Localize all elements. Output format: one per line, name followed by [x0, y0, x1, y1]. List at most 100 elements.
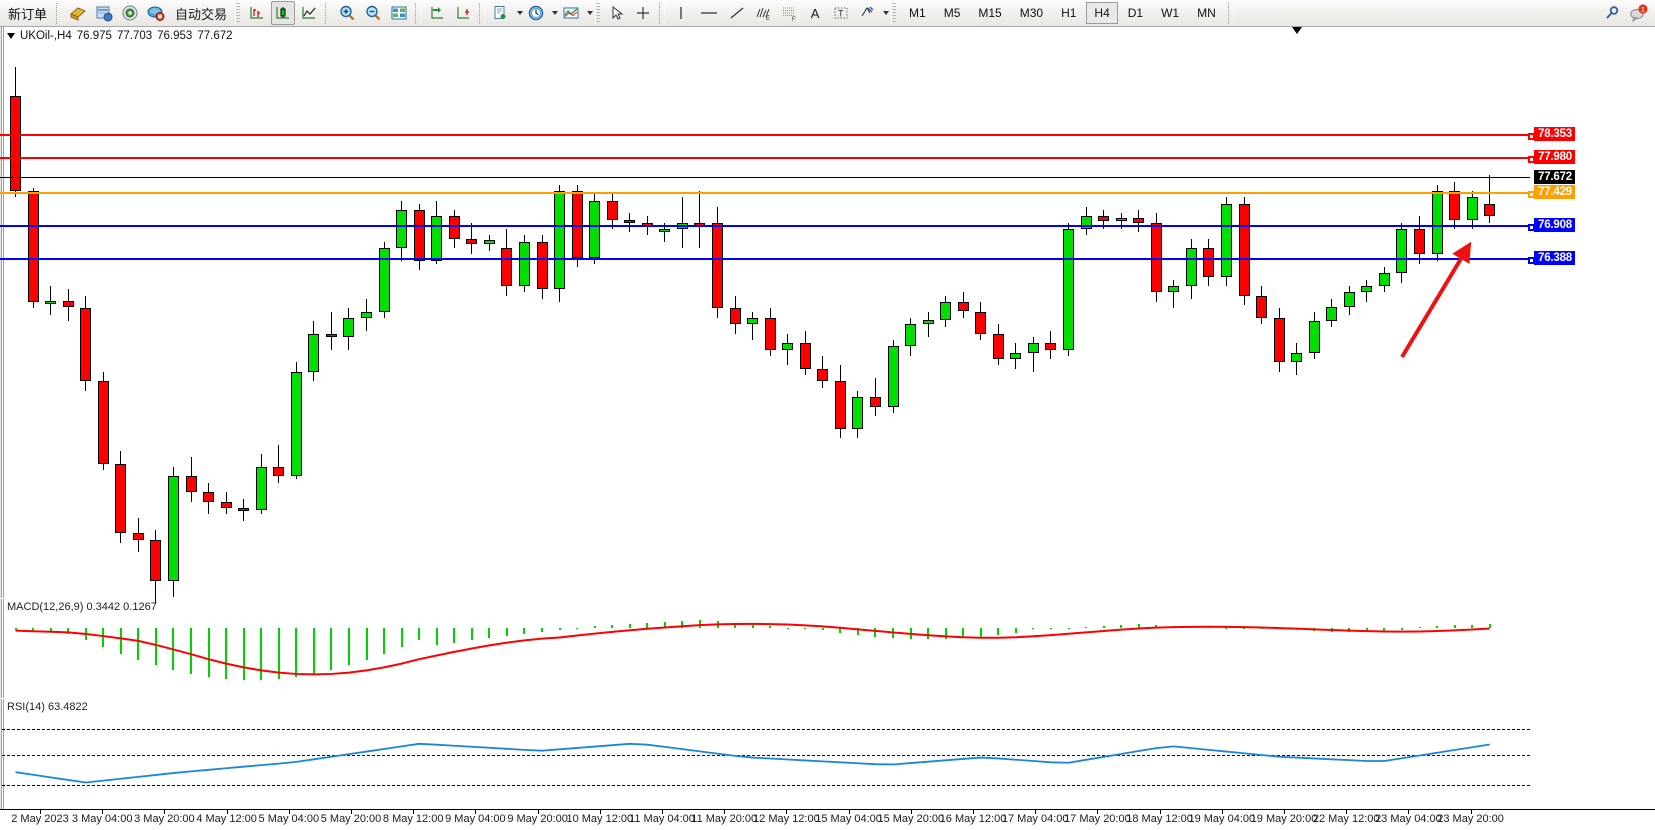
timeframe-m1[interactable]: M1: [909, 6, 926, 20]
candle-body-bullish: [1063, 229, 1074, 350]
timeframe-m15[interactable]: M15: [978, 6, 1002, 20]
candlestick: [1045, 27, 1057, 598]
shift-end-icon[interactable]: [425, 1, 449, 25]
candle-body-bearish: [325, 333, 337, 337]
auto-scroll-icon[interactable]: [451, 1, 475, 25]
timeframe-m5[interactable]: M5: [943, 6, 961, 20]
time-axis[interactable]: 2 May 2023 3 May 04:00 3 May 20:00 4 May 12…: [0, 809, 1655, 830]
candle-body-bearish: [694, 222, 706, 226]
add-indicator-icon[interactable]: [489, 1, 513, 25]
crosshair-icon[interactable]: [631, 1, 655, 25]
macd-histogram-bar: [628, 624, 631, 629]
period-icon[interactable]: [524, 1, 548, 25]
candle-body-bullish: [483, 239, 495, 244]
chevron-down-icon[interactable]: [587, 11, 594, 15]
candle-wick: [787, 333, 789, 366]
toolbar-grip[interactable]: [891, 2, 897, 24]
fibonacci-icon[interactable]: F: [777, 1, 801, 25]
tile-windows-icon[interactable]: [387, 1, 411, 25]
svg-text:E: E: [766, 16, 770, 22]
resistance-line-2-price-label: 77.980: [1534, 150, 1575, 165]
resistance-line-1[interactable]: [0, 132, 1535, 140]
time-tick-label: 3 May 20:00: [134, 813, 195, 825]
toolbar-grip[interactable]: [595, 2, 601, 24]
zoom-out-icon[interactable]: [361, 1, 385, 25]
auto-trading-button[interactable]: 自动交易: [170, 1, 232, 25]
cursor-icon[interactable]: [605, 1, 629, 25]
candlestick: [238, 27, 250, 598]
timeframe-w1[interactable]: W1: [1161, 6, 1180, 20]
chevron-down-icon[interactable]: [552, 11, 559, 15]
timeframe-d1[interactable]: D1: [1127, 6, 1144, 20]
macd-histogram-bar: [663, 622, 666, 629]
toolbar-grip[interactable]: [235, 2, 241, 24]
candlestick: [1063, 27, 1074, 598]
vertical-line-icon[interactable]: [669, 1, 693, 25]
candlestick: [940, 27, 952, 598]
trendline-icon[interactable]: [725, 1, 749, 25]
macd-histogram-bar: [1400, 628, 1403, 631]
horizontal-line-icon[interactable]: [695, 1, 723, 25]
target-line[interactable]: [0, 191, 1535, 199]
time-tick-mark: [413, 810, 415, 814]
line-chart-icon[interactable]: [297, 1, 321, 25]
candlestick: [1098, 27, 1110, 598]
pane-resize-rail[interactable]: [0, 27, 4, 598]
candlestick: [1220, 27, 1232, 598]
candle-body-bearish: [536, 241, 548, 290]
candle-body-bearish: [1449, 191, 1461, 220]
alerts-icon[interactable]: 1: [1626, 1, 1652, 25]
macd-histogram-bar: [119, 628, 122, 654]
terminal-icon[interactable]: [66, 1, 90, 25]
candlestick: [27, 27, 39, 598]
time-tick-mark: [910, 810, 912, 814]
expert-advisor-stop-icon[interactable]: [144, 1, 168, 25]
time-tick-label: 23 May 04:00: [1375, 813, 1442, 825]
pane-resize-rail[interactable]: [0, 599, 4, 698]
candlestick: [1027, 27, 1039, 598]
timeframe-h4[interactable]: H4: [1086, 2, 1118, 24]
time-tick-label: 15 May 20:00: [877, 813, 945, 825]
candlestick: [1449, 27, 1461, 598]
candlestick: [220, 27, 232, 598]
time-tick-label: 5 May 04:00: [258, 813, 320, 825]
macd-signal-line: [15, 622, 1490, 676]
chart-canvas[interactable]: UKOil-,H4 76.975 77.703 76.953 77.672 79…: [0, 27, 1655, 830]
resistance-line-2[interactable]: [0, 156, 1535, 164]
metaeditor-icon[interactable]: [92, 1, 116, 25]
timeframe-mn[interactable]: MN: [1197, 6, 1216, 20]
text-label-icon[interactable]: T: [829, 1, 853, 25]
chevron-down-icon[interactable]: [517, 11, 524, 15]
timeframe-m30[interactable]: M30: [1019, 6, 1044, 20]
search-icon[interactable]: [1600, 1, 1624, 25]
chevron-down-icon[interactable]: [883, 11, 890, 15]
candlestick-chart-icon[interactable]: [271, 1, 296, 25]
support-line-2[interactable]: [0, 257, 1535, 265]
macd-histogram-bar: [505, 628, 508, 637]
candle-body-bearish: [501, 248, 513, 287]
candle-wick: [278, 444, 280, 483]
candle-body-bullish: [659, 229, 671, 233]
elliott-wave-icon[interactable]: E: [751, 1, 775, 25]
time-tick-mark: [1221, 810, 1223, 814]
templates-icon[interactable]: [559, 1, 583, 25]
macd-histogram-bar: [1225, 627, 1228, 629]
toolbar-separator: [325, 2, 332, 24]
scroll-position-marker[interactable]: [1292, 27, 1302, 34]
timeframe-h1[interactable]: H1: [1061, 6, 1077, 20]
pane-resize-rail[interactable]: [0, 699, 4, 809]
collapse-triangle-icon[interactable]: [7, 33, 15, 39]
objects-icon[interactable]: [855, 1, 879, 25]
macd-histogram-bar: [1085, 626, 1088, 629]
macd-histogram-bar: [260, 628, 263, 680]
text-icon[interactable]: A: [810, 5, 820, 21]
zoom-in-icon[interactable]: [335, 1, 359, 25]
candlestick: [185, 27, 197, 598]
current-price-line[interactable]: [0, 176, 1530, 178]
candle-body-bearish: [957, 301, 969, 312]
bar-chart-icon[interactable]: [245, 1, 269, 25]
new-order-button[interactable]: 新订单: [3, 1, 52, 25]
expert-advisor-icon[interactable]: [118, 1, 142, 25]
support-line-1[interactable]: [0, 224, 1535, 232]
toolbar-separator: [56, 2, 63, 24]
